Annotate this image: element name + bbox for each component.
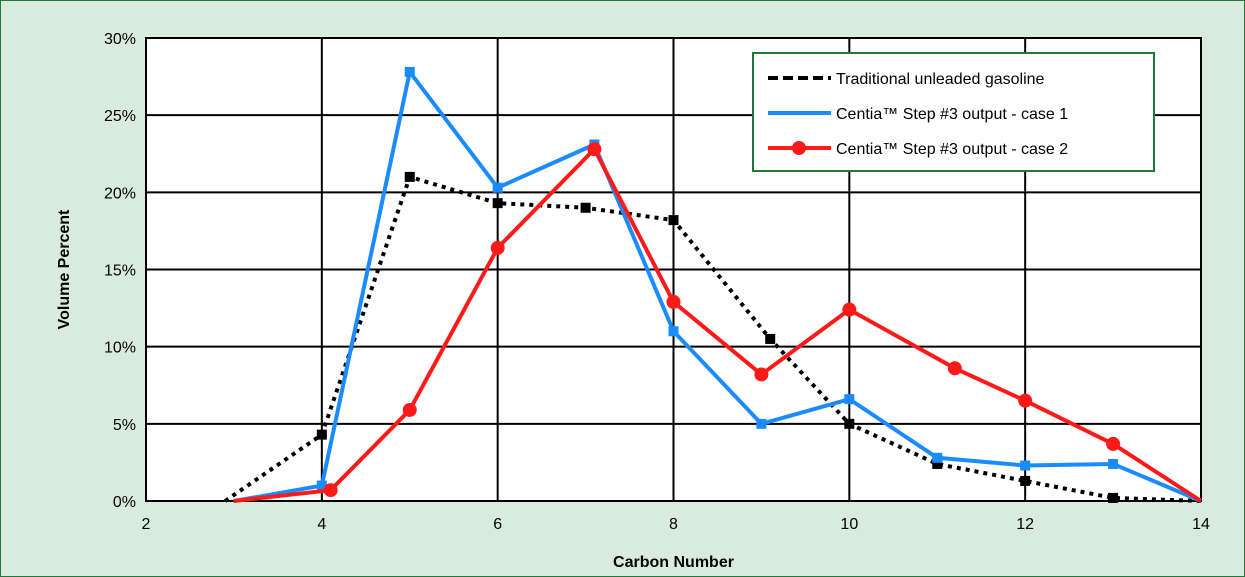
- legend-label: Traditional unleaded gasoline: [836, 71, 1045, 88]
- y-tick-label: 30%: [104, 31, 136, 48]
- data-point: [666, 294, 681, 309]
- data-point: [844, 394, 855, 405]
- x-tick-label: 2: [142, 516, 151, 533]
- series-line: [233, 69, 1202, 503]
- x-tick-label: 14: [1192, 516, 1210, 533]
- data-point: [756, 418, 767, 429]
- y-tick-label: 15%: [104, 263, 136, 280]
- data-point: [932, 458, 943, 469]
- series-line: [223, 174, 1202, 503]
- data-point: [1108, 492, 1119, 503]
- legend-item: Centia™ Step #3 output - case 2: [768, 141, 1068, 158]
- data-point: [1108, 458, 1119, 469]
- y-tick-label: 0%: [113, 494, 136, 511]
- series-3: [233, 142, 1203, 503]
- y-tick-label: 20%: [104, 185, 136, 202]
- y-tick-label: 5%: [113, 417, 136, 434]
- data-point: [844, 418, 855, 429]
- data-point: [842, 302, 857, 317]
- legend-label: Centia™ Step #3 output - case 1: [836, 106, 1068, 123]
- series-1: [223, 171, 1202, 503]
- x-tick-label: 10: [840, 516, 858, 533]
- data-point: [932, 452, 943, 463]
- data-point: [492, 182, 503, 193]
- legend: Traditional unleaded gasoline Centia™ Ste…: [752, 52, 1155, 172]
- data-point: [316, 429, 327, 440]
- x-tick-label: 8: [669, 516, 678, 533]
- data-point: [1106, 436, 1121, 451]
- y-tick-label: 10%: [104, 340, 136, 357]
- data-point: [765, 333, 776, 344]
- data-point: [1018, 393, 1033, 408]
- data-point: [404, 171, 415, 182]
- legend-marker: [792, 141, 806, 155]
- series-line: [233, 147, 1203, 503]
- legend-item: Centia™ Step #3 output - case 1: [768, 106, 1068, 123]
- data-point: [323, 483, 338, 498]
- data-point: [1020, 460, 1031, 471]
- data-point: [492, 198, 503, 209]
- data-point: [668, 215, 679, 226]
- data-point: [587, 142, 602, 157]
- data-point: [316, 480, 327, 491]
- x-tick-label: 6: [493, 516, 502, 533]
- data-point: [754, 367, 769, 382]
- legend-item: Traditional unleaded gasoline: [768, 71, 1045, 88]
- data-point: [580, 202, 591, 213]
- data-point: [402, 402, 417, 417]
- data-point: [404, 66, 415, 77]
- legend-label: Centia™ Step #3 output - case 2: [836, 141, 1068, 158]
- plot-border: [145, 37, 1202, 502]
- data-point: [947, 361, 962, 376]
- y-axis-title: Volume Percent: [56, 209, 73, 329]
- x-axis-title: Carbon Number: [613, 554, 734, 571]
- data-point: [668, 326, 679, 337]
- data-point: [1020, 475, 1031, 486]
- data-point: [490, 240, 505, 255]
- x-tick-label: 4: [317, 516, 326, 533]
- x-tick-label: 12: [1016, 516, 1034, 533]
- y-tick-label: 25%: [104, 108, 136, 125]
